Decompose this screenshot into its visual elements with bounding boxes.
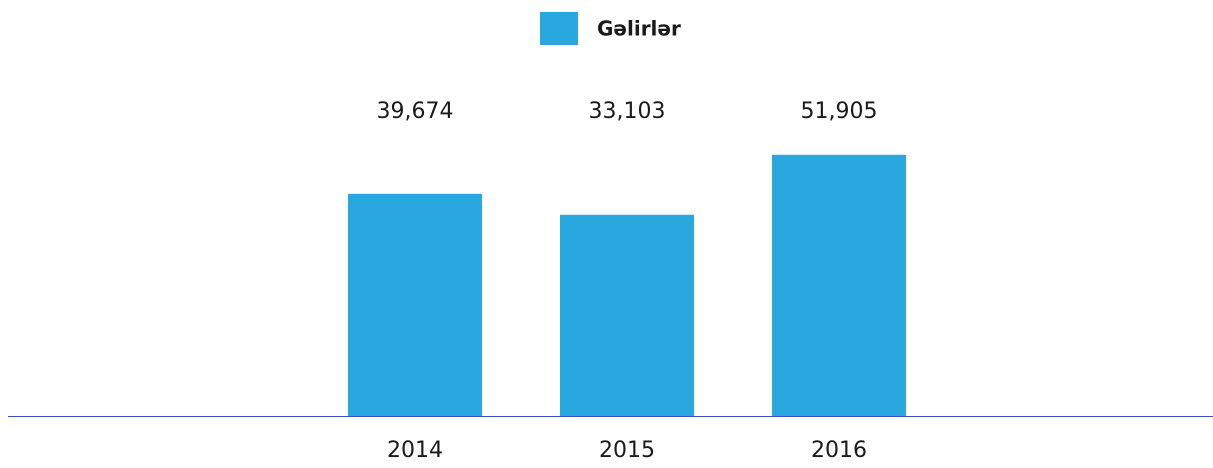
bar [560,214,694,416]
value-label: 33,103 [589,99,666,124]
x-tick-label: 2015 [599,438,655,463]
legend-swatch [540,12,578,45]
bar [772,154,906,416]
legend-label: Gəlirlər [597,17,681,41]
x-tick-label: 2014 [387,438,443,463]
value-label: 39,674 [377,99,454,124]
value-label: 51,905 [801,99,878,124]
bar [348,193,482,416]
x-tick-label: 2016 [811,438,867,463]
